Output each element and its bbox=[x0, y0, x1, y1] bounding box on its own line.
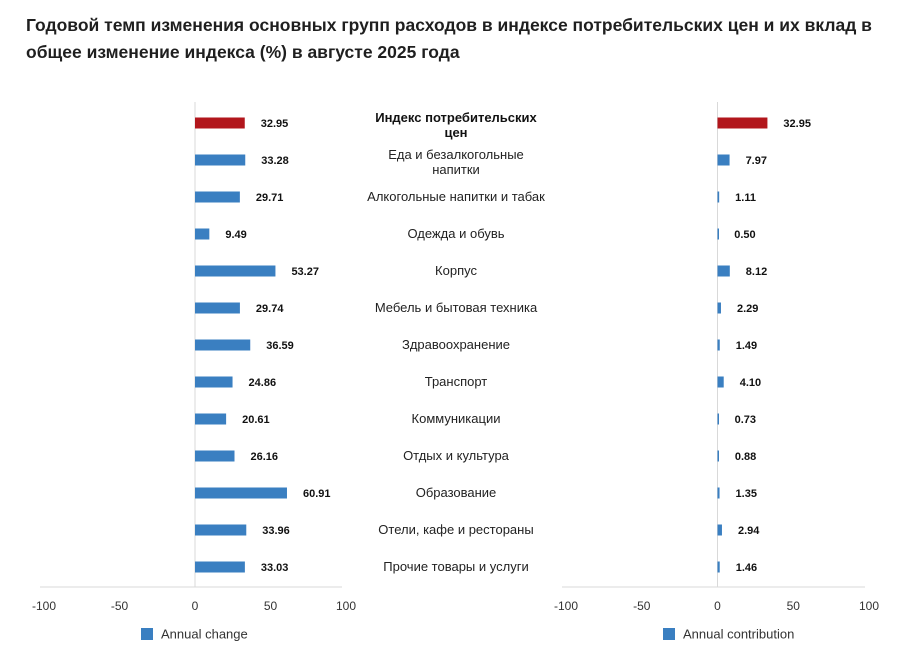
category-label-line: напитки bbox=[432, 162, 480, 177]
annual-change-tick-label: 0 bbox=[192, 599, 199, 613]
annual-contribution-bar bbox=[717, 117, 768, 129]
annual-contribution-bar bbox=[717, 265, 730, 277]
annual-contribution-value-label: 4.10 bbox=[740, 377, 761, 389]
chart-title: Годовой темп изменения основных групп ра… bbox=[26, 15, 872, 62]
category-label: Алкогольные напитки и табак bbox=[367, 189, 545, 204]
category-label-line: цен bbox=[444, 125, 467, 140]
annual-contribution-panel: -100 -50 0 50 100 32.95 7.97 1.11 0.50 8.12 2.29 1.… bbox=[554, 102, 879, 642]
annual-contribution-bar bbox=[717, 413, 719, 425]
annual-contribution-bar bbox=[717, 561, 720, 573]
annual-contribution-bar bbox=[717, 487, 720, 499]
annual-change-bar bbox=[195, 487, 287, 499]
annual-contribution-value-label: 0.73 bbox=[735, 414, 756, 426]
annual-change-bar bbox=[195, 154, 246, 166]
category-label-line: Мебель и бытовая техника bbox=[375, 300, 538, 315]
category-label: Образование bbox=[416, 485, 497, 500]
category-label-line: Здравоохранение bbox=[402, 337, 510, 352]
annual-change-bar bbox=[195, 413, 227, 425]
annual-change-legend-swatch bbox=[141, 628, 153, 640]
annual-change-tick-label: -50 bbox=[111, 599, 129, 613]
category-label-line: Образование bbox=[416, 485, 497, 500]
annual-contribution-tick-label: 0 bbox=[714, 599, 721, 613]
annual-change-bar bbox=[195, 376, 233, 388]
annual-change-value-label: 53.27 bbox=[291, 266, 319, 278]
annual-change-tick-label: -100 bbox=[32, 599, 56, 613]
category-label: Индекс потребительских цен bbox=[375, 110, 537, 140]
category-label: Мебель и бытовая техника bbox=[375, 300, 538, 315]
annual-contribution-value-label: 2.94 bbox=[738, 525, 760, 537]
category-label-line: Отели, кафе и рестораны bbox=[378, 522, 533, 537]
annual-change-panel: -100 -50 0 50 100 32.95 33.28 29.71 9.49 53.27 29.… bbox=[32, 102, 356, 642]
annual-change-bar bbox=[195, 524, 247, 536]
annual-contribution-value-label: 1.46 bbox=[736, 562, 757, 574]
annual-contribution-bar bbox=[717, 376, 724, 388]
annual-change-value-label: 29.74 bbox=[256, 303, 284, 315]
annual-contribution-value-label: 2.29 bbox=[737, 303, 758, 315]
annual-contribution-value-label: 7.97 bbox=[746, 155, 767, 167]
annual-contribution-value-label: 8.12 bbox=[746, 266, 767, 278]
annual-change-bar bbox=[195, 450, 235, 462]
annual-change-value-label: 36.59 bbox=[266, 340, 294, 352]
annual-change-bar bbox=[195, 228, 210, 240]
category-label-line: Индекс потребительских bbox=[375, 110, 537, 125]
annual-contribution-bar bbox=[717, 302, 721, 314]
annual-contribution-value-label: 1.11 bbox=[735, 192, 756, 204]
annual-contribution-legend-label: Annual contribution bbox=[683, 627, 794, 642]
annual-change-tick-label: 50 bbox=[264, 599, 278, 613]
annual-contribution-value-label: 0.50 bbox=[734, 229, 755, 241]
category-label: Корпус bbox=[435, 263, 477, 278]
annual-change-bar bbox=[195, 339, 251, 351]
annual-change-tick-label: 100 bbox=[336, 599, 356, 613]
category-label: Здравоохранение bbox=[402, 337, 510, 352]
category-label-line: Еда и безалкогольные bbox=[388, 147, 524, 162]
annual-change-bar bbox=[195, 191, 240, 203]
annual-change-bar bbox=[195, 561, 245, 573]
category-label-line: Коммуникации bbox=[412, 411, 501, 426]
annual-contribution-tick-label: 100 bbox=[859, 599, 879, 613]
category-label: Прочие товары и услуги bbox=[383, 559, 528, 574]
annual-change-value-label: 24.86 bbox=[249, 377, 277, 389]
category-label-line: Транспорт bbox=[425, 374, 488, 389]
category-label: Еда и безалкогольные напитки bbox=[388, 147, 524, 177]
annual-contribution-tick-label: -50 bbox=[633, 599, 651, 613]
annual-contribution-value-label: 32.95 bbox=[783, 118, 811, 130]
category-label-line: Прочие товары и услуги bbox=[383, 559, 528, 574]
category-label-line: Алкогольные напитки и табак bbox=[367, 189, 545, 204]
category-labels: Индекс потребительских цен Еда и безалкого… bbox=[367, 110, 545, 574]
category-label: Отели, кафе и рестораны bbox=[378, 522, 533, 537]
annual-contribution-value-label: 1.35 bbox=[736, 488, 757, 500]
annual-contribution-bar bbox=[717, 524, 722, 536]
annual-change-value-label: 60.91 bbox=[303, 488, 331, 500]
annual-contribution-value-label: 1.49 bbox=[736, 340, 757, 352]
annual-contribution-bar bbox=[717, 154, 730, 166]
annual-change-value-label: 26.16 bbox=[251, 451, 279, 463]
annual-change-value-label: 33.28 bbox=[261, 155, 289, 167]
annual-change-bar bbox=[195, 302, 240, 314]
annual-contribution-bar bbox=[717, 450, 719, 462]
category-label: Коммуникации bbox=[412, 411, 501, 426]
annual-change-bar bbox=[195, 117, 245, 129]
annual-contribution-bar bbox=[717, 191, 720, 203]
annual-contribution-tick-label: 50 bbox=[787, 599, 801, 613]
category-label-line: Одежда и обувь bbox=[407, 226, 504, 241]
annual-contribution-tick-label: -100 bbox=[554, 599, 578, 613]
annual-contribution-legend-swatch bbox=[663, 628, 675, 640]
annual-change-legend-label: Annual change bbox=[161, 627, 248, 642]
annual-change-value-label: 29.71 bbox=[256, 192, 284, 204]
annual-change-value-label: 20.61 bbox=[242, 414, 270, 426]
annual-change-value-label: 33.96 bbox=[262, 525, 290, 537]
annual-change-value-label: 32.95 bbox=[261, 118, 289, 130]
category-label: Транспорт bbox=[425, 374, 488, 389]
annual-contribution-bar bbox=[717, 228, 719, 240]
category-label-line: Отдых и культура bbox=[403, 448, 510, 463]
annual-contribution-bar bbox=[717, 339, 720, 351]
annual-change-value-label: 9.49 bbox=[225, 229, 246, 241]
annual-change-value-label: 33.03 bbox=[261, 562, 289, 574]
annual-change-bar bbox=[195, 265, 276, 277]
category-label: Отдых и культура bbox=[403, 448, 510, 463]
category-label: Одежда и обувь bbox=[407, 226, 504, 241]
annual-contribution-value-label: 0.88 bbox=[735, 451, 756, 463]
category-label-line: Корпус bbox=[435, 263, 477, 278]
